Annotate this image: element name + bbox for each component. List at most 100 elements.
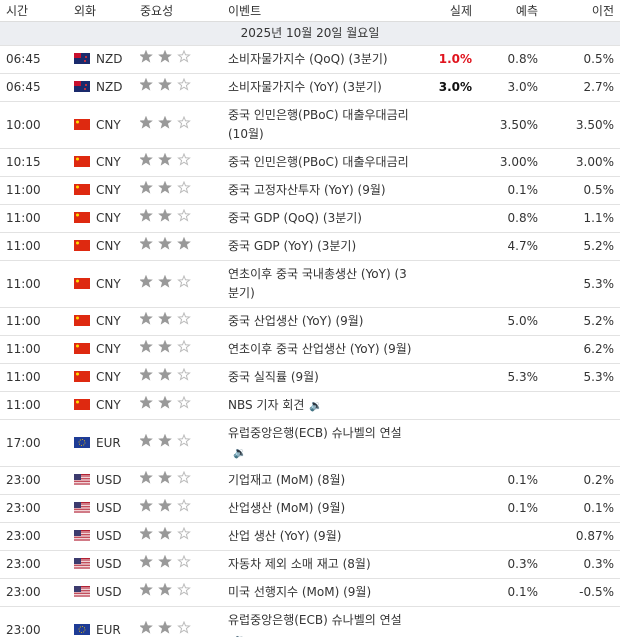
time: 23:00: [0, 466, 68, 495]
actual-cell: [418, 578, 478, 607]
forecast: 0.1%: [507, 585, 539, 599]
event: 중국 GDP (YoY) (3분기): [228, 239, 357, 253]
forecast-cell: [478, 522, 544, 551]
previous: 5.2%: [583, 314, 615, 328]
star: [158, 236, 172, 250]
importance-stars: [139, 395, 191, 409]
flag: [74, 212, 90, 223]
currency-cell: NZD: [68, 45, 134, 74]
forecast-cell: [478, 606, 544, 637]
star: [158, 208, 172, 222]
star: [158, 274, 172, 288]
star: [139, 367, 153, 381]
currency: CNY: [96, 314, 121, 328]
previous: 1.1%: [583, 211, 615, 225]
previous-cell: 6.2%: [544, 335, 620, 364]
event: 중국 인민은행(PBoC) 대출우대금리 (10월): [228, 108, 409, 141]
importance-stars: [139, 152, 191, 166]
event-cell: 유럽중앙은행(ECB) 슈나벨의 연설 🔉: [222, 419, 418, 467]
currency: EUR: [96, 435, 121, 450]
actual-cell: [418, 260, 478, 308]
previous: 0.3%: [583, 557, 615, 571]
previous: 0.87%: [575, 529, 614, 543]
event-cell: 자동차 제외 소매 재고 (8월): [222, 550, 418, 579]
currency: CNY: [96, 370, 121, 384]
column-header: 외화: [68, 0, 134, 22]
currency-cell: NZD: [68, 73, 134, 102]
importance: [134, 578, 222, 607]
star: [139, 49, 153, 63]
currency-cell: CNY: [68, 204, 134, 233]
date-row: 2025년 10월 20일 월요일: [0, 21, 620, 46]
event: 중국 GDP (QoQ) (3분기): [228, 211, 362, 225]
star: [177, 339, 191, 353]
forecast: 0.1%: [507, 183, 539, 197]
forecast-cell: [478, 260, 544, 308]
previous: -0.5%: [579, 585, 614, 599]
event: 유럽중앙은행(ECB) 슈나벨의 연설: [228, 426, 402, 440]
time: 23:00: [0, 550, 68, 579]
event-row: 11:00 CNY 연초이후 중국 국내총생산 (YoY) (3분기) 5.3%: [0, 260, 620, 308]
event: 산업 생산 (YoY) (9월): [228, 529, 342, 543]
star: [158, 180, 172, 194]
star: [139, 236, 153, 250]
forecast-cell: 5.3%: [478, 363, 544, 392]
star: [177, 620, 191, 634]
event-row: 11:00 CNY 중국 실직률 (9월) 5.3% 5.3%: [0, 363, 620, 392]
event-row: 17:00 EUR 유럽중앙은행(ECB) 슈나벨의 연설 🔉: [0, 419, 620, 467]
importance: [134, 391, 222, 420]
previous: 2.7%: [583, 80, 615, 94]
previous: 0.1%: [583, 501, 615, 515]
event-cell: 중국 인민은행(PBoC) 대출우대금리: [222, 148, 418, 177]
currency-cell: CNY: [68, 391, 134, 420]
currency: NZD: [96, 52, 123, 66]
forecast: 5.0%: [507, 314, 539, 328]
star: [139, 339, 153, 353]
previous: 3.00%: [575, 155, 614, 169]
event: 연초이후 중국 국내총생산 (YoY) (3분기): [228, 267, 407, 300]
forecast: 0.3%: [507, 557, 539, 571]
importance: [134, 307, 222, 336]
star: [158, 311, 172, 325]
event-row: 06:45 NZD 소비자물가지수 (YoY) (3분기) 3.0% 3.0% 2.7%: [0, 73, 620, 102]
currency: EUR: [96, 622, 121, 637]
previous: 3.50%: [575, 117, 614, 132]
actual-cell: [418, 204, 478, 233]
date: 2025년 10월 20일 월요일: [0, 21, 620, 46]
event-row: 11:00 CNY 연초이후 중국 산업생산 (YoY) (9월) 6.2%: [0, 335, 620, 364]
flag: [74, 371, 90, 382]
forecast: 3.50%: [499, 117, 538, 132]
currency: CNY: [96, 117, 121, 132]
star: [139, 208, 153, 222]
event-row: 23:00 EUR 유럽중앙은행(ECB) 슈나벨의 연설 🔉: [0, 606, 620, 637]
star: [177, 395, 191, 409]
flag: [74, 502, 90, 513]
event: 중국 산업생산 (YoY) (9월): [228, 314, 364, 328]
previous-cell: 0.5%: [544, 45, 620, 74]
event-cell: 기업재고 (MoM) (8월): [222, 466, 418, 495]
importance-stars: [139, 49, 191, 63]
event-cell: 연초이후 중국 국내총생산 (YoY) (3분기): [222, 260, 418, 308]
event-cell: NBS 기자 회견 🔉: [222, 391, 418, 420]
currency-cell: USD: [68, 466, 134, 495]
importance-stars: [139, 498, 191, 512]
actual-cell: 3.0%: [418, 73, 478, 102]
event-row: 23:00 USD 자동차 제외 소매 재고 (8월) 0.3% 0.3%: [0, 550, 620, 579]
event-row: 23:00 USD 산업 생산 (YoY) (9월) 0.87%: [0, 522, 620, 551]
star: [177, 470, 191, 484]
importance-stars: [139, 77, 191, 91]
star: [177, 554, 191, 568]
actual-cell: [418, 391, 478, 420]
column-header: 시간: [0, 0, 68, 22]
currency: CNY: [96, 183, 121, 197]
actual: 1.0%: [438, 52, 472, 66]
event: 중국 고정자산투자 (YoY) (9월): [228, 183, 386, 197]
event: 소비자물가지수 (QoQ) (3분기): [228, 52, 388, 66]
currency: NZD: [96, 80, 123, 94]
currency-cell: EUR: [68, 419, 134, 467]
event-row: 10:15 CNY 중국 인민은행(PBoC) 대출우대금리 3.00% 3.00%: [0, 148, 620, 177]
previous-cell: 3.00%: [544, 148, 620, 177]
star: [158, 526, 172, 540]
time: 06:45: [0, 45, 68, 74]
